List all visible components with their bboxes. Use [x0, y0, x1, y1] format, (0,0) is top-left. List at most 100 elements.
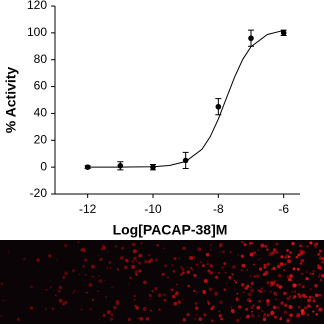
spot — [309, 272, 312, 275]
spot — [186, 270, 191, 274]
spot — [299, 262, 302, 265]
spot — [266, 248, 269, 251]
spot — [263, 290, 266, 292]
spot — [317, 265, 322, 270]
spot — [173, 257, 177, 261]
fit-curve — [87, 29, 284, 168]
spot — [249, 275, 252, 278]
spot — [230, 306, 233, 309]
spot — [85, 291, 89, 294]
spot — [312, 269, 316, 273]
spot — [275, 298, 277, 301]
spot — [171, 264, 174, 267]
spot — [271, 268, 273, 270]
spot — [113, 305, 117, 310]
spot — [144, 260, 148, 264]
spot — [234, 281, 237, 284]
spot — [197, 247, 202, 252]
spot — [297, 293, 300, 296]
spot — [310, 288, 312, 290]
spot — [217, 271, 221, 275]
spot — [318, 293, 322, 297]
spot — [250, 286, 252, 288]
spot — [279, 262, 284, 266]
spot — [205, 252, 210, 257]
spot — [194, 317, 197, 320]
spot — [222, 250, 225, 254]
spot — [198, 317, 203, 321]
spot — [286, 249, 289, 252]
spot — [178, 257, 180, 260]
spot — [269, 290, 272, 293]
spot — [244, 286, 248, 290]
spot — [261, 287, 263, 289]
spot — [133, 243, 136, 246]
spot — [203, 279, 208, 283]
spot — [306, 313, 310, 316]
spot — [223, 262, 227, 266]
data-point — [248, 35, 254, 42]
spot — [229, 251, 232, 254]
spot — [88, 283, 93, 287]
spot — [245, 307, 249, 311]
spot — [135, 260, 137, 262]
spot — [313, 297, 316, 299]
spot — [276, 306, 280, 310]
y-tick-label: -20 — [30, 186, 48, 200]
spot — [210, 307, 214, 311]
spot — [180, 273, 183, 276]
spot — [256, 305, 261, 310]
spot — [277, 264, 281, 269]
spot — [291, 291, 294, 293]
spot — [161, 272, 165, 276]
spot — [315, 313, 319, 316]
spot — [140, 242, 143, 245]
spot — [306, 245, 309, 248]
spot — [266, 303, 270, 307]
spot — [291, 242, 295, 246]
spot — [256, 274, 260, 278]
spot — [78, 273, 81, 276]
spot — [297, 253, 301, 257]
spot — [139, 317, 143, 321]
spot — [7, 251, 9, 254]
spot — [125, 259, 129, 263]
spot — [72, 269, 75, 273]
spot — [193, 273, 197, 278]
spot — [115, 245, 118, 248]
spot — [264, 271, 269, 275]
spot — [253, 263, 255, 266]
spot — [289, 251, 292, 254]
spot — [228, 276, 232, 279]
spot — [307, 298, 311, 303]
spot — [64, 271, 68, 276]
spot — [286, 319, 290, 323]
spot — [312, 272, 315, 275]
spot — [246, 269, 249, 271]
spot — [292, 283, 297, 288]
spot — [175, 283, 178, 286]
spot — [219, 251, 221, 253]
spot — [158, 308, 161, 311]
spot — [307, 304, 311, 308]
spot — [296, 267, 300, 271]
spot — [148, 294, 153, 298]
spot — [253, 275, 256, 278]
spot — [260, 243, 265, 248]
spot — [257, 249, 259, 252]
spot — [127, 283, 129, 285]
spot — [132, 249, 137, 254]
spot — [106, 267, 109, 269]
spot — [181, 271, 185, 275]
spot — [50, 286, 52, 288]
spot — [263, 263, 266, 266]
spot — [2, 299, 5, 302]
spot — [269, 284, 273, 288]
spot — [280, 301, 284, 305]
spot — [241, 263, 246, 268]
spot — [286, 296, 290, 301]
spot — [145, 317, 149, 321]
spot — [234, 288, 236, 291]
spot — [151, 289, 155, 293]
spot — [246, 297, 251, 302]
